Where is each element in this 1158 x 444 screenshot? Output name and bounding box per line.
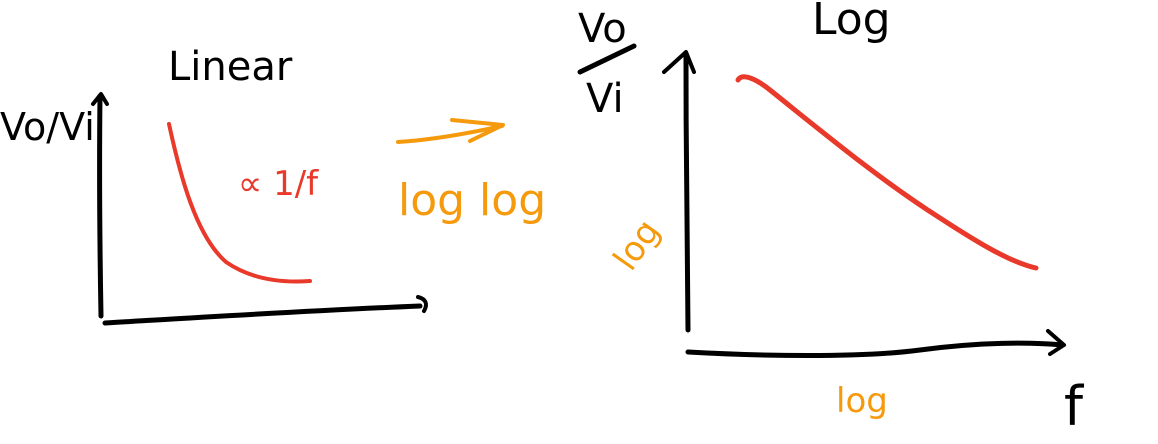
transform-arrowhead	[450, 118, 505, 143]
log-y-axis	[683, 53, 691, 333]
log-x-axis-label: f	[1064, 375, 1085, 438]
linear-y-axis-arrowhead	[91, 92, 109, 106]
log-log-plot: Log Vo Vi log log f	[577, 0, 1085, 438]
linear-plot-title: Linear	[168, 44, 293, 90]
log-y-axis-scale-label: log	[606, 213, 669, 278]
inverse-f-annotation: ∝ 1/f	[238, 164, 319, 204]
log-y-axis-fraction-bar	[577, 43, 637, 75]
log-y-axis-label-top: Vo	[578, 6, 627, 52]
linear-y-axis	[97, 93, 104, 319]
linear-inverse-curve	[167, 122, 312, 284]
log-plot-title: Log	[812, 0, 891, 45]
transform-label: log log	[398, 175, 546, 226]
linear-x-axis	[102, 303, 423, 326]
log-y-axis-label-bottom: Vi	[586, 76, 624, 122]
linear-y-axis-label: Vo/Vi	[0, 105, 95, 149]
log-x-axis-arrowhead	[1046, 329, 1066, 356]
log-x-axis-scale-label: log	[836, 381, 888, 421]
log-y-axis-arrowhead	[662, 50, 696, 74]
linear-plot: Linear Vo/Vi ∝ 1/f	[0, 44, 428, 326]
log-x-axis	[685, 340, 1065, 358]
linear-x-axis-arrowhead	[416, 295, 428, 313]
transform-arrow	[396, 124, 504, 144]
log-log-transform: log log	[396, 118, 546, 226]
log-log-line	[735, 74, 1039, 271]
